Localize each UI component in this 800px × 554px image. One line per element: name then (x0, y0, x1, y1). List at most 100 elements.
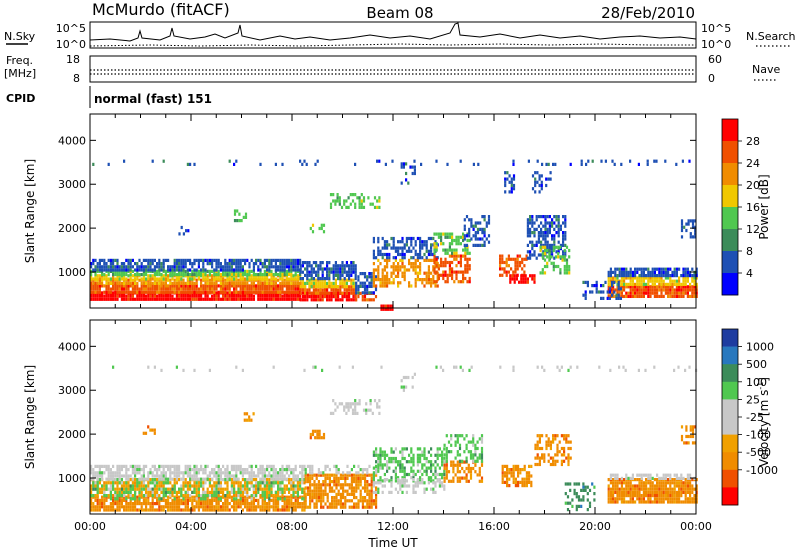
power-cell (118, 268, 121, 272)
power-cell (178, 277, 181, 281)
velocity-cell (140, 505, 143, 509)
velocity-cell (263, 505, 266, 509)
power-cell (435, 232, 438, 236)
power-cell (383, 268, 386, 272)
power-cell (430, 246, 433, 250)
power-cell (691, 276, 694, 280)
power-cell (274, 277, 277, 281)
power-cell (272, 284, 275, 288)
velocity-cell (274, 494, 277, 498)
power-cell (109, 281, 112, 285)
power-cell (555, 231, 558, 235)
velocity-cell (164, 464, 167, 468)
power-cell (451, 260, 454, 265)
power-cell (306, 273, 309, 277)
power-cell (651, 288, 654, 292)
power-cell (277, 273, 280, 277)
velocity-cell (156, 474, 159, 478)
power-cell (455, 254, 458, 258)
power-cell (563, 255, 566, 259)
power-cell (455, 242, 458, 246)
power-cell (421, 256, 424, 260)
power-cell (671, 288, 674, 292)
power-cell (109, 277, 112, 281)
velocity-cell (191, 484, 194, 488)
power-cell (197, 297, 200, 301)
velocity-cell (324, 483, 327, 487)
power-cell (239, 262, 242, 266)
power-cell (147, 262, 150, 266)
velocity-cell (348, 486, 351, 490)
velocity-cell (90, 464, 93, 468)
power-cell (204, 287, 207, 291)
velocity-cell (317, 471, 320, 475)
power-cell (189, 297, 192, 301)
velocity-cell (184, 481, 187, 485)
velocity-cell (309, 489, 312, 493)
nave-label: Nave (752, 63, 780, 76)
power-cell (105, 262, 108, 266)
velocity-cell (322, 499, 325, 503)
power-cell (399, 281, 402, 285)
power-cell (451, 276, 454, 281)
power-cell (531, 221, 534, 225)
power-cell (120, 277, 123, 281)
power-cell (274, 290, 277, 294)
velocity-cell (226, 498, 229, 502)
power-cell (354, 193, 357, 197)
power-cell (109, 262, 112, 266)
velocity-cell (266, 505, 269, 509)
velocity-cell (233, 505, 236, 509)
power-cell (337, 270, 340, 274)
power-cell (540, 221, 543, 225)
velocity-cell (270, 484, 273, 488)
power-cell (691, 219, 695, 223)
velocity-cell (147, 494, 150, 498)
power-y-tick-label: 4000 (58, 134, 86, 147)
velocity-cell (120, 481, 123, 485)
velocity-cell (244, 487, 247, 491)
velocity-cell (169, 477, 172, 481)
power-cell (149, 281, 152, 285)
power-cell (658, 279, 661, 283)
velocity-cell (274, 474, 277, 478)
power-cell (197, 290, 200, 294)
velocity-cell (96, 498, 99, 502)
velocity-cell (239, 490, 242, 494)
power-cell (423, 252, 426, 257)
power-cell (142, 258, 145, 262)
power-cell (175, 262, 178, 266)
velocity-cell (377, 460, 380, 464)
velocity-cell (138, 481, 141, 485)
power-cell (372, 236, 375, 241)
power-cell (164, 284, 167, 288)
power-cell (268, 287, 271, 291)
power-cell (204, 284, 207, 288)
power-cell (140, 284, 143, 288)
power-cell (285, 273, 288, 277)
velocity-cell (233, 464, 236, 468)
power-cell (647, 285, 650, 289)
velocity-cell (129, 502, 132, 506)
power-cell (375, 278, 378, 282)
velocity-cell (145, 494, 148, 498)
velocity-cell (149, 505, 152, 509)
power-cell (241, 290, 244, 294)
velocity-cell (131, 494, 134, 498)
power-cell (553, 234, 556, 238)
velocity-cell (169, 490, 172, 494)
velocity-cell (94, 508, 97, 512)
power-cell (653, 267, 656, 271)
power-cell (239, 258, 242, 262)
power-cell (620, 279, 623, 283)
power-cell (524, 280, 527, 284)
velocity-cell (281, 477, 284, 481)
power-cell (355, 281, 358, 285)
power-cell (623, 294, 626, 298)
power-cell (656, 291, 659, 295)
power-cell (114, 284, 117, 288)
velocity-cell (222, 471, 225, 475)
velocity-cell (410, 447, 413, 451)
velocity-cell (268, 494, 271, 498)
velocity-cell (200, 497, 203, 501)
